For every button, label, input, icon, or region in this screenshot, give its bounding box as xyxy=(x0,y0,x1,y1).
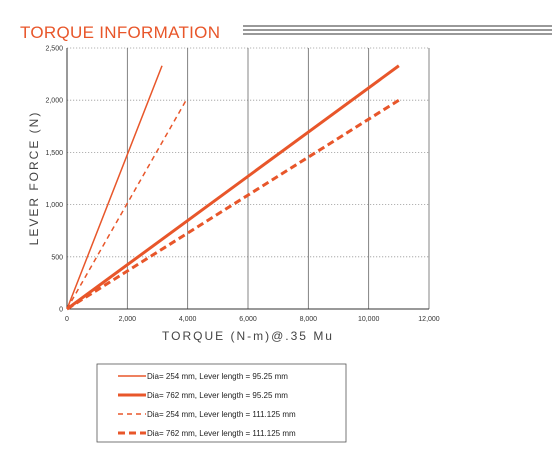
x-axis-label: TORQUE (N-m)@.35 Mu xyxy=(162,329,334,343)
x-tick-label: 12,000 xyxy=(418,316,440,323)
x-tick-label: 10,000 xyxy=(358,316,380,323)
title-rule-lines xyxy=(243,25,552,35)
x-tick-label: 8,000 xyxy=(300,316,318,323)
legend: Dia= 254 mm, Lever length = 95.25 mm Dia=… xyxy=(118,372,296,438)
x-tick-label: 4,000 xyxy=(179,316,197,323)
y-axis-label: LEVER FORCE (N) xyxy=(27,111,41,246)
chart-title: TORQUE INFORMATION xyxy=(20,23,220,42)
tick-labels: 0 500 1,000 1,500 2,000 2,500 0 2,000 4,000 6,000… xyxy=(45,46,439,324)
legend-label-4: Dia= 762 mm, Lever length = 111.125 mm xyxy=(147,429,296,438)
y-tick-label: 1,500 xyxy=(45,150,63,157)
legend-label-2: Dia= 762 mm, Lever length = 95.25 mm xyxy=(147,391,288,400)
x-tick-label: 0 xyxy=(65,316,69,323)
y-tick-label: 2,000 xyxy=(45,98,63,105)
legend-box xyxy=(96,363,347,443)
series-line-1 xyxy=(66,65,163,310)
y-tick-label: 0 xyxy=(59,307,63,314)
y-tick-label: 500 xyxy=(51,254,63,261)
legend-label-3: Dia= 254 mm, Lever length = 111.125 mm xyxy=(147,410,296,419)
grid-lines xyxy=(66,47,430,310)
series-line-3 xyxy=(66,99,187,310)
series-line-2 xyxy=(66,64,400,311)
y-tick-label: 2,500 xyxy=(45,46,63,53)
x-tick-label: 2,000 xyxy=(119,316,137,323)
y-tick-label: 1,000 xyxy=(45,202,63,209)
legend-label-1: Dia= 254 mm, Lever length = 95.25 mm xyxy=(147,372,288,381)
x-tick-label: 6,000 xyxy=(239,316,257,323)
data-series xyxy=(66,64,400,311)
